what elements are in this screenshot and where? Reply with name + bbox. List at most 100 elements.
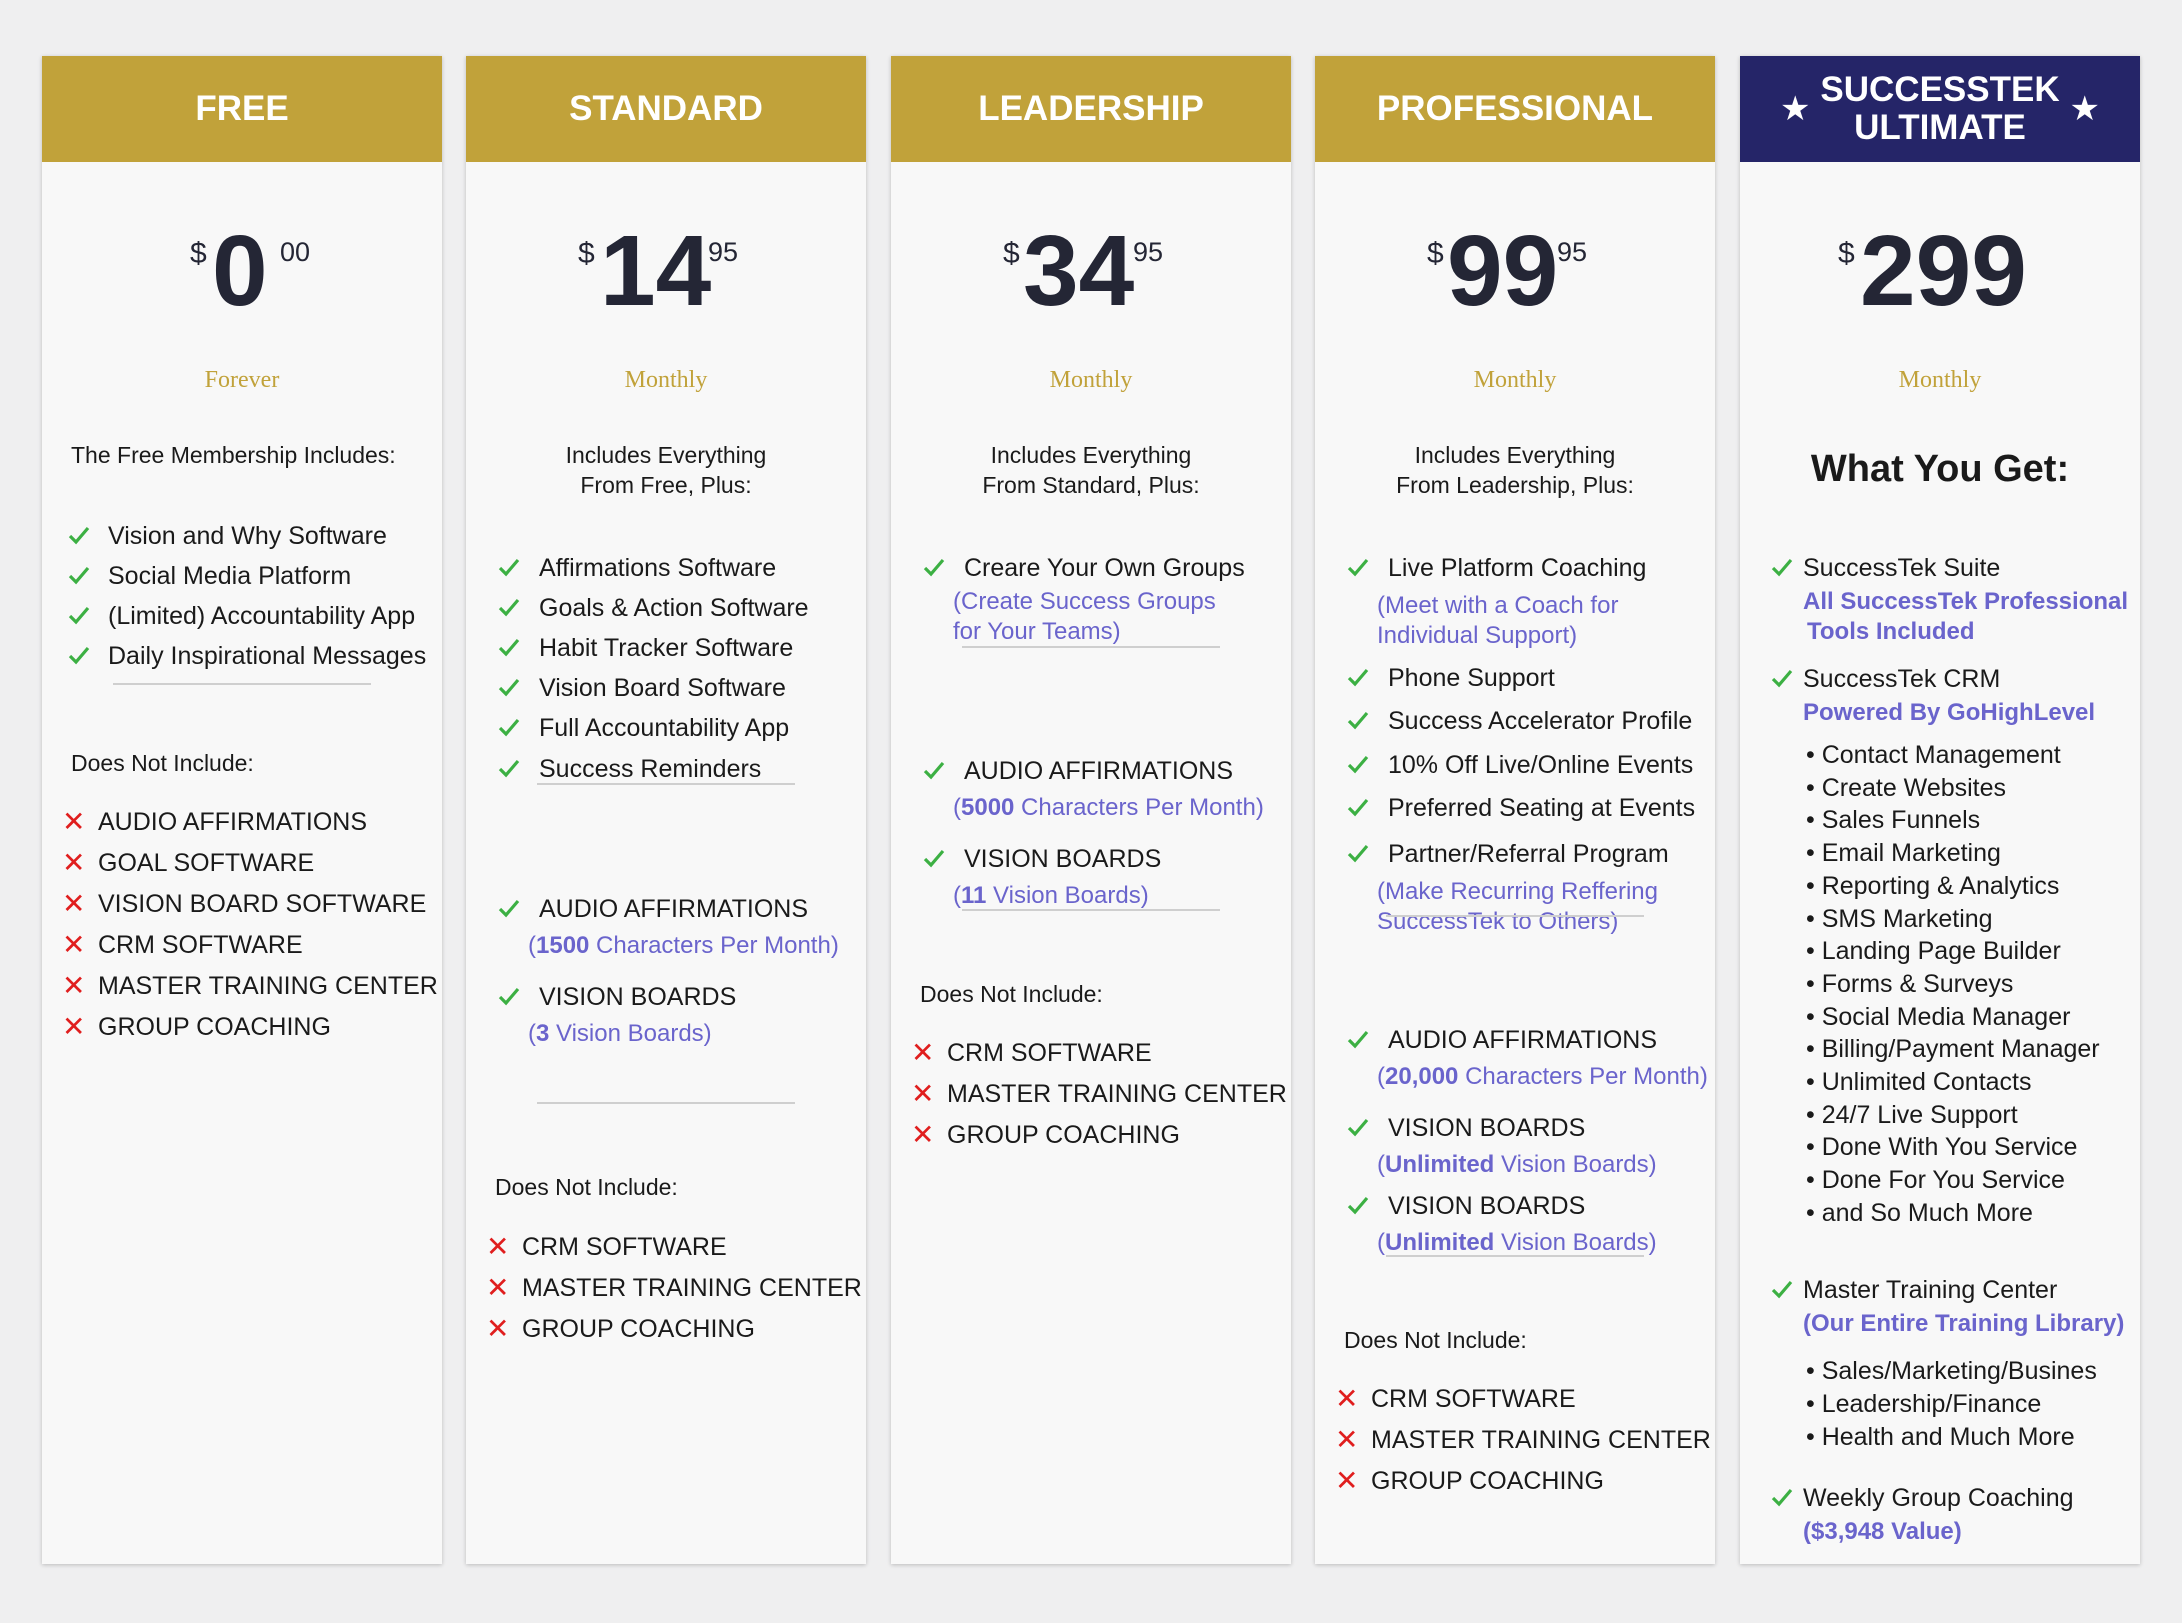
check-icon xyxy=(1771,1488,1793,1507)
feature-note: (Make Recurring Reffering xyxy=(1377,878,1659,905)
feature-note: ($3,948 Value) xyxy=(1803,1518,1962,1545)
check-icon xyxy=(498,598,520,617)
price-amount: 99 xyxy=(1447,215,1559,327)
price-amount: 299 xyxy=(1860,215,2027,327)
plan-title: STANDARD xyxy=(466,56,866,162)
does-not-include-label: Does Not Include: xyxy=(495,1174,678,1200)
bullet-item: • Reporting & Analytics xyxy=(1806,871,2060,900)
vision-boards-note: (Unlimited Vision Boards) xyxy=(1377,1151,1657,1178)
cross-icon: ✕ xyxy=(62,888,86,919)
plan-title: PROFESSIONAL xyxy=(1315,56,1715,162)
cross-icon: ✕ xyxy=(911,1119,935,1150)
plan-card-free: FREE $ 0 00 Forever The Free Membership … xyxy=(42,56,442,1564)
plan-intro-line-2: From Standard, Plus: xyxy=(982,472,1200,498)
check-icon xyxy=(498,759,520,778)
plan-card-professional: PROFESSIONAL $ 99 95 Monthly Includes Ev… xyxy=(1315,56,1715,1564)
feature-note: (Meet with a Coach for xyxy=(1377,592,1619,619)
vision-boards-note: (11 Vision Boards) xyxy=(953,882,1149,909)
price-cents: 95 xyxy=(1133,237,1164,267)
bullet-item: • Forms & Surveys xyxy=(1806,969,2014,998)
plan-intro-line-1: Includes Everything xyxy=(1414,442,1616,468)
check-icon xyxy=(68,646,90,665)
cross-icon: ✕ xyxy=(911,1078,935,1109)
check-icon xyxy=(498,558,520,577)
bullet-item: • Done With You Service xyxy=(1806,1133,2078,1162)
currency-symbol: $ xyxy=(1003,237,1020,270)
check-icon xyxy=(923,849,945,868)
bullet-item: • Create Websites xyxy=(1806,773,2007,802)
check-icon xyxy=(1347,844,1369,863)
audio-affirmations-note: (5000 Characters Per Month) xyxy=(953,794,1264,821)
cross-icon: ✕ xyxy=(1335,1383,1359,1414)
cross-icon: ✕ xyxy=(486,1313,510,1344)
plan-intro-line-1: Includes Everything xyxy=(990,442,1192,468)
divider xyxy=(962,646,1220,648)
feature-note: Tools Included xyxy=(1807,618,1975,645)
star-icon: ★ xyxy=(2069,90,2100,128)
plan-title: LEADERSHIP xyxy=(891,56,1291,162)
bullet-item: • Done For You Service xyxy=(1806,1166,2065,1195)
price-period: Forever xyxy=(204,367,280,393)
vision-boards-note: (3 Vision Boards) xyxy=(528,1020,712,1047)
does-not-include-label: Does Not Include: xyxy=(920,981,1103,1007)
check-icon xyxy=(498,899,520,918)
divider xyxy=(1386,915,1644,917)
cross-icon: ✕ xyxy=(486,1231,510,1262)
check-icon xyxy=(1347,668,1369,687)
price-period: Monthly xyxy=(1898,367,1982,393)
price-period: Monthly xyxy=(1473,367,1557,393)
divider xyxy=(537,1102,795,1104)
cross-icon: ✕ xyxy=(486,1272,510,1303)
price-cents: 95 xyxy=(708,237,739,267)
plan-title: FREE xyxy=(42,56,442,162)
plan-price: $ 99 95 xyxy=(1315,221,1715,331)
price-period: Monthly xyxy=(1049,367,1133,393)
feature-note: (Our Entire Training Library) xyxy=(1803,1310,2125,1337)
check-icon xyxy=(498,718,520,737)
bullet-item: • Landing Page Builder xyxy=(1806,937,2061,966)
bullet-item: • Social Media Manager xyxy=(1806,1002,2071,1031)
check-icon xyxy=(1771,669,1793,688)
check-icon xyxy=(1347,1030,1369,1049)
price-cents: 95 xyxy=(1557,237,1588,267)
plan-price: $ 299 xyxy=(1740,221,2140,331)
check-icon xyxy=(1347,798,1369,817)
divider xyxy=(962,909,1220,911)
cross-icon: ✕ xyxy=(1335,1424,1359,1455)
plan-intro-line-1: Includes Everything xyxy=(565,442,767,468)
check-icon xyxy=(498,678,520,697)
price-amount: 0 xyxy=(212,215,268,327)
does-not-include-label: Does Not Include: xyxy=(71,750,254,776)
divider xyxy=(537,783,795,785)
divider xyxy=(1386,1255,1644,1257)
currency-symbol: $ xyxy=(190,237,207,270)
check-icon xyxy=(1771,1280,1793,1299)
cross-icon: ✕ xyxy=(1335,1465,1359,1496)
vision-boards-note: (Unlimited Vision Boards) xyxy=(1377,1229,1657,1256)
feature-note: Powered By GoHighLevel xyxy=(1803,699,2096,726)
check-icon xyxy=(923,761,945,780)
check-icon xyxy=(1347,1118,1369,1137)
cross-icon: ✕ xyxy=(911,1037,935,1068)
currency-symbol: $ xyxy=(1427,237,1444,270)
star-icon: ★ xyxy=(1780,90,1811,128)
currency-symbol: $ xyxy=(578,237,595,270)
price-period: Monthly xyxy=(624,367,708,393)
does-not-include-label: Does Not Include: xyxy=(1344,1327,1527,1353)
bullet-item: • Leadership/Finance xyxy=(1806,1390,2042,1418)
check-icon xyxy=(1771,558,1793,577)
price-amount: 34 xyxy=(1023,215,1135,327)
check-icon xyxy=(68,526,90,545)
audio-affirmations-note: (20,000 Characters Per Month) xyxy=(1377,1063,1708,1090)
cross-icon: ✕ xyxy=(62,970,86,1001)
check-icon xyxy=(498,638,520,657)
currency-symbol: $ xyxy=(1838,237,1855,270)
plan-price: $ 0 00 xyxy=(42,221,442,331)
plan-price: $ 14 95 xyxy=(466,221,866,331)
plan-intro: The Free Membership Includes: xyxy=(71,442,396,468)
feature-note: Individual Support) xyxy=(1377,622,1578,649)
cross-icon: ✕ xyxy=(62,929,86,960)
bullet-item: • Billing/Payment Manager xyxy=(1806,1035,2100,1064)
feature-note: (Create Success Groups xyxy=(953,588,1216,615)
plan-price: $ 34 95 xyxy=(891,221,1291,331)
